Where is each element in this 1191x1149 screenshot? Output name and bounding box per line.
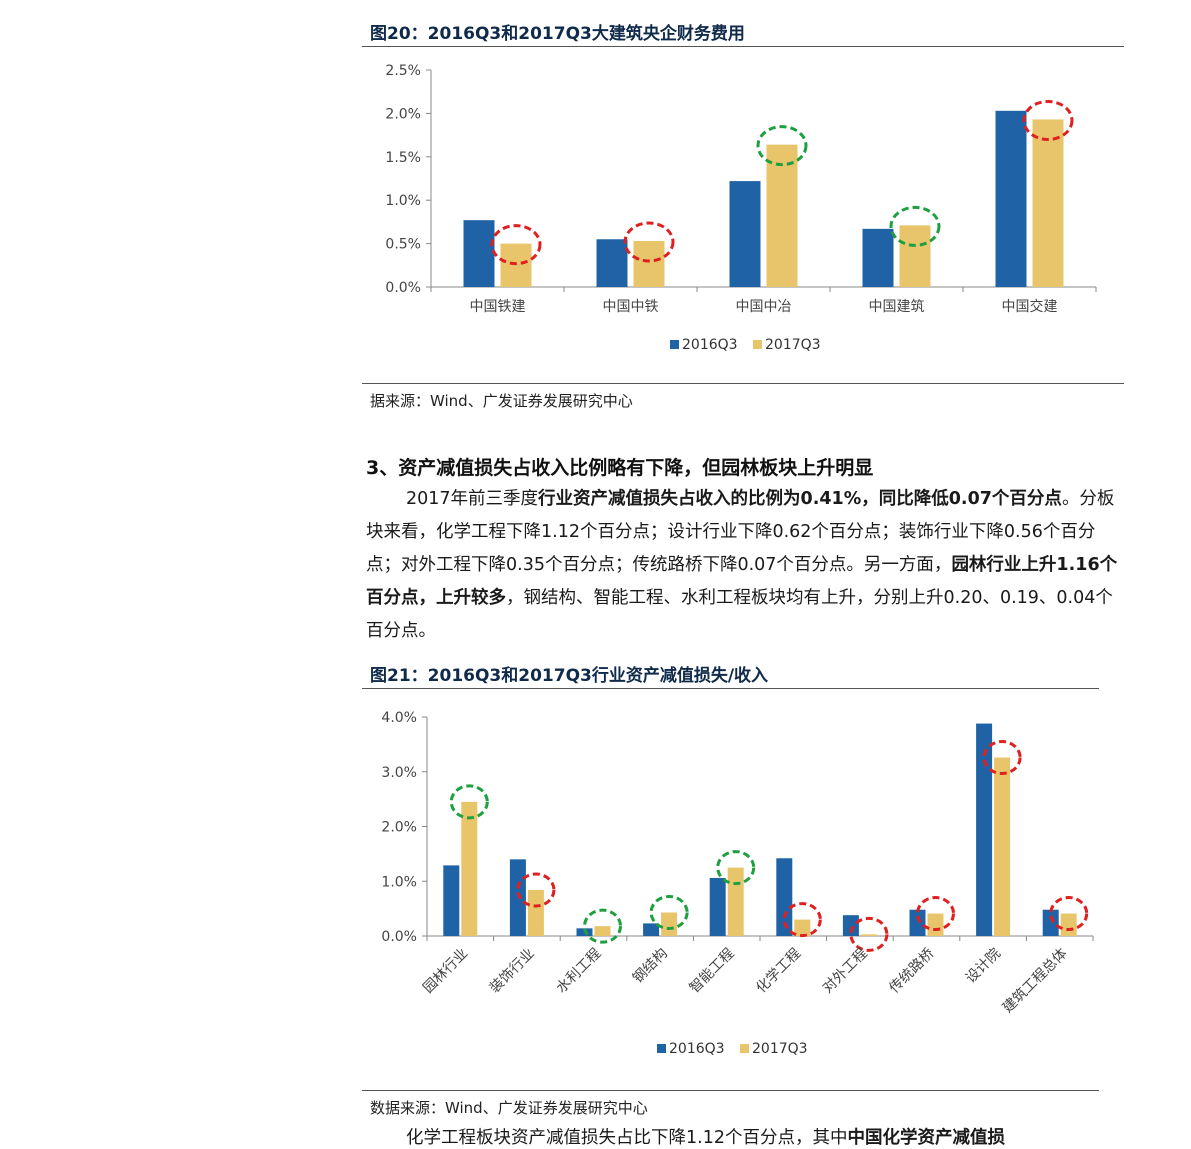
x-category-label: 中国建筑 <box>869 299 925 315</box>
bar-2016q3 <box>643 923 660 936</box>
bar-2016q3 <box>776 858 793 936</box>
y-tick-label: 4.0% <box>381 710 417 726</box>
highlight-circle <box>623 221 675 263</box>
bar-2017q3 <box>994 757 1011 936</box>
bar-2017q3 <box>860 934 877 936</box>
para-part-a: 2017年前三季度 <box>406 489 539 509</box>
x-category-label: 中国中冶 <box>736 299 792 315</box>
bar-2017q3 <box>461 801 478 936</box>
para-part-e: ，钢结构、智能工程、水利工程板块均有上升，分别上升0.20、0.19、0.04个… <box>366 588 1113 641</box>
bar-2016q3 <box>909 909 926 936</box>
figure21-bottom-rule <box>362 1090 1099 1091</box>
highlight-circle <box>982 740 1022 776</box>
y-tick-label: 2.0% <box>381 820 417 836</box>
bar-2016q3 <box>509 859 526 936</box>
figure20-title: 图20：2016Q3和2017Q3大建筑央企财务费用 <box>370 24 745 44</box>
highlight-circle <box>1022 99 1074 141</box>
x-category-label: 中国铁建 <box>470 299 526 315</box>
legend-label-2016q3: 2016Q3 <box>682 337 738 353</box>
legend-swatch-2016q3 <box>657 1044 666 1053</box>
bar-2017q3 <box>727 867 744 936</box>
x-category-label: 建筑工程总体 <box>1000 946 1071 1017</box>
bar-2017q3 <box>766 144 798 287</box>
figure20-bottom-rule <box>362 383 1124 384</box>
x-category-label: 传统路桥 <box>886 946 937 997</box>
figure21-title: 图21：2016Q3和2017Q3行业资产减值损失/收入 <box>370 666 769 686</box>
section-paragraph: 2017年前三季度行业资产减值损失占收入的比例为0.41%，同比降低0.07个百… <box>366 483 1124 648</box>
y-tick-label: 1.0% <box>385 193 421 209</box>
x-category-label: 智能工程 <box>687 946 738 997</box>
x-category-label: 化学工程 <box>753 946 804 997</box>
para-part-b: 行业资产减值损失占收入的比例为0.41%，同比降低0.07个百分点 <box>538 489 1062 509</box>
y-tick-label: 0.5% <box>385 237 421 253</box>
bar-2016q3 <box>1042 909 1059 936</box>
highlight-circle <box>516 872 556 908</box>
bar-2017q3 <box>500 243 532 287</box>
bar-2016q3 <box>463 220 495 287</box>
bar-2016q3 <box>976 723 993 936</box>
figure20-chart: 0.0% 0.5% 1.0% 1.5% 2.0% 2.5% 中国铁建 中国中铁 中国中冶 中国建筑… <box>385 63 1097 353</box>
bar-2017q3 <box>899 225 931 287</box>
y-tick-label: 2.0% <box>385 106 421 122</box>
y-tick-label: 0.0% <box>381 929 417 945</box>
x-category-label: 装饰行业 <box>487 946 538 997</box>
highlight-circle <box>583 908 622 944</box>
highlight-circle <box>716 850 756 886</box>
bar-2017q3 <box>594 926 611 936</box>
bar-2016q3 <box>842 915 859 936</box>
x-category-label: 中国交建 <box>1002 298 1058 315</box>
bottom-cut-text: 化学工程板块资产减值损失占比下降1.12个百分点，其中中国化学资产减值损 <box>366 1124 1124 1149</box>
bar-2017q3 <box>527 890 544 936</box>
figure21-source: 数据来源：Wind、广发证券发展研究中心 <box>370 1099 648 1117</box>
highlight-circle <box>916 896 955 932</box>
legend-swatch-2016q3 <box>670 340 679 349</box>
bar-2016q3 <box>729 181 761 287</box>
bar-2017q3 <box>633 240 665 287</box>
legend-label-2017q3: 2017Q3 <box>752 1041 808 1057</box>
bottom-cut-text-b: 中国化学资产减值损 <box>847 1128 1005 1148</box>
highlight-circle <box>889 205 941 247</box>
legend-swatch-2017q3 <box>740 1044 749 1053</box>
x-category-label: 园林行业 <box>420 946 471 997</box>
y-tick-label: 0.0% <box>385 280 421 296</box>
legend-swatch-2017q3 <box>753 340 762 349</box>
y-tick-label: 1.5% <box>385 150 421 166</box>
bottom-cut-text-a: 化学工程板块资产减值损失占比下降1.12个百分点，其中 <box>406 1128 848 1148</box>
figure21-top-rule <box>362 688 1099 689</box>
legend-label-2017q3: 2017Q3 <box>765 337 821 353</box>
section-heading: 3、资产减值损失占收入比例略有下降，但园林板块上升明显 <box>366 457 874 479</box>
y-tick-label: 1.0% <box>381 874 417 890</box>
y-tick-label: 2.5% <box>385 63 421 79</box>
bar-2016q3 <box>443 865 460 936</box>
bar-2017q3 <box>927 913 944 936</box>
figure20-top-rule <box>362 46 1124 47</box>
x-category-label: 对外工程 <box>820 946 871 997</box>
x-category-label: 水利工程 <box>553 946 604 997</box>
highlight-circle <box>849 916 889 952</box>
para-part-c: 。分板块来看，化学工程下降1.12个百分点；设计行业下降0.62个百分点；装饰行… <box>366 489 1115 575</box>
highlight-circle <box>1049 896 1089 932</box>
y-tick-label: 3.0% <box>381 765 417 781</box>
highlight-circle <box>756 125 808 167</box>
bar-2017q3 <box>1032 119 1064 287</box>
highlight-circle <box>490 224 542 266</box>
bar-2016q3 <box>995 110 1027 288</box>
figure20-source: 据来源：Wind、广发证券发展研究中心 <box>370 392 633 410</box>
bar-2017q3 <box>1060 913 1077 936</box>
bar-2016q3 <box>596 239 628 287</box>
highlight-circle <box>649 894 689 930</box>
bar-2016q3 <box>862 228 894 287</box>
bar-2017q3 <box>661 912 678 936</box>
highlight-circle <box>782 902 822 938</box>
x-category-label: 中国中铁 <box>603 299 659 315</box>
x-category-label: 设计院 <box>963 946 1004 987</box>
highlight-circle <box>449 784 489 820</box>
bar-2017q3 <box>794 919 811 936</box>
para-part-d: 园林行业上升1.16个百分点，上升较多 <box>366 555 1118 608</box>
bar-2016q3 <box>709 877 726 936</box>
legend-label-2016q3: 2016Q3 <box>669 1041 725 1057</box>
x-category-label: 钢结构 <box>630 946 671 987</box>
figure21-chart: 0.0% 1.0% 2.0% 3.0% 4.0% 园林行业 装饰行业 水利工程 钢结构 智能工程化… <box>381 710 1094 1057</box>
